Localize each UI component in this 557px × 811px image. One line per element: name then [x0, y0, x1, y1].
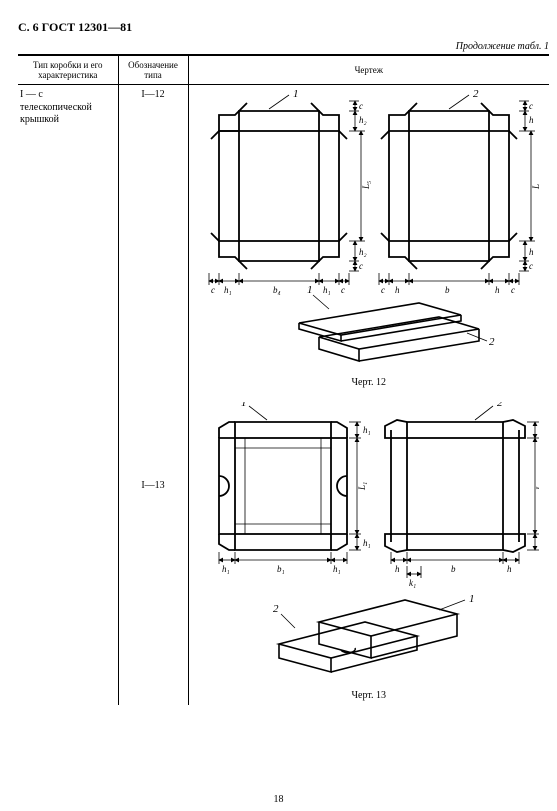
page: С. 6 ГОСТ 12301—81 Продолжение табл. 1 Т…: [0, 0, 557, 811]
drawing-cell: 1 L₅: [188, 85, 549, 706]
dim2-c-l: c: [381, 285, 385, 295]
fig13-caption: Черт. 13: [191, 690, 548, 701]
main-table: Тип коробки и его характеристика Обознач…: [18, 54, 549, 705]
table-continuation: Продолжение табл. 1: [18, 41, 549, 52]
type-code-1: I—12: [121, 89, 186, 100]
dim2-c-r: c: [511, 285, 515, 295]
dim13b-hl: h: [395, 564, 400, 574]
col-header-2: Обозначение типа: [118, 55, 188, 85]
fig12-iso-2: 2: [489, 336, 495, 348]
fig12-label-1: 1: [293, 89, 299, 100]
type-code-2: I—13: [121, 480, 186, 491]
dim2-h-l: h: [395, 285, 400, 295]
fig12-label-2: 2: [473, 89, 479, 100]
dim-h2-b: h₂: [359, 247, 367, 257]
fig13-label-2: 2: [497, 402, 503, 409]
fig13-iso-2: 2: [273, 603, 279, 615]
dim13b-k1: k₁: [409, 578, 416, 588]
dim13b-b: b: [451, 564, 456, 574]
dim-c-r: c: [341, 285, 345, 295]
dim-L5: L₅: [361, 181, 371, 190]
dim-h1-r: h₁: [323, 285, 331, 295]
dim-c-b: c: [359, 261, 363, 271]
dim2-h-b: h: [529, 247, 534, 257]
dim2-h-r: h: [495, 285, 500, 295]
col-header-1: Тип коробки и его характеристика: [18, 55, 118, 85]
dim2-c-t: c: [529, 101, 533, 111]
type-cell: I—12 I—13: [118, 85, 188, 706]
dim13-h1r: h₁: [333, 564, 341, 574]
dim13b-hr: h: [507, 564, 512, 574]
col-header-3: Чертеж: [188, 55, 549, 85]
page-number: 18: [0, 794, 557, 805]
dim-h2-t: h₂: [359, 115, 367, 125]
dim13-h1t: h₁: [363, 425, 371, 435]
fig13-iso-1: 1: [469, 593, 475, 605]
figure-13: 1: [199, 402, 539, 682]
fig12-caption: Черт. 12: [191, 377, 548, 388]
dim-L: L: [531, 184, 539, 190]
dim2-h-t: h: [529, 115, 534, 125]
dim-c-l: c: [211, 285, 215, 295]
dim13-b1: b₁: [277, 564, 285, 574]
dim13-h1l: h₁: [222, 564, 230, 574]
doc-header: С. 6 ГОСТ 12301—81: [18, 20, 549, 35]
dim13b-L: L: [535, 485, 539, 491]
dim-b4: b₄: [273, 285, 281, 295]
table-row: I — с телескопической крышкой I—12 I—13: [18, 85, 549, 706]
dim13-L1: L₁: [357, 482, 367, 491]
fig12-iso-1: 1: [307, 284, 313, 296]
box-type-desc: I — с телескопической крышкой: [20, 89, 116, 127]
desc-cell: I — с телескопической крышкой: [18, 85, 118, 706]
dim-c-t: c: [359, 101, 363, 111]
dim-h1-l: h₁: [224, 285, 232, 295]
fig13-label-1: 1: [241, 402, 247, 409]
dim13-h1b: h₁: [363, 538, 371, 548]
dim2-c-b: c: [529, 261, 533, 271]
figure-12: 1 L₅: [199, 89, 539, 369]
dim2-b: b: [445, 285, 450, 295]
table-header-row: Тип коробки и его характеристика Обознач…: [18, 55, 549, 85]
